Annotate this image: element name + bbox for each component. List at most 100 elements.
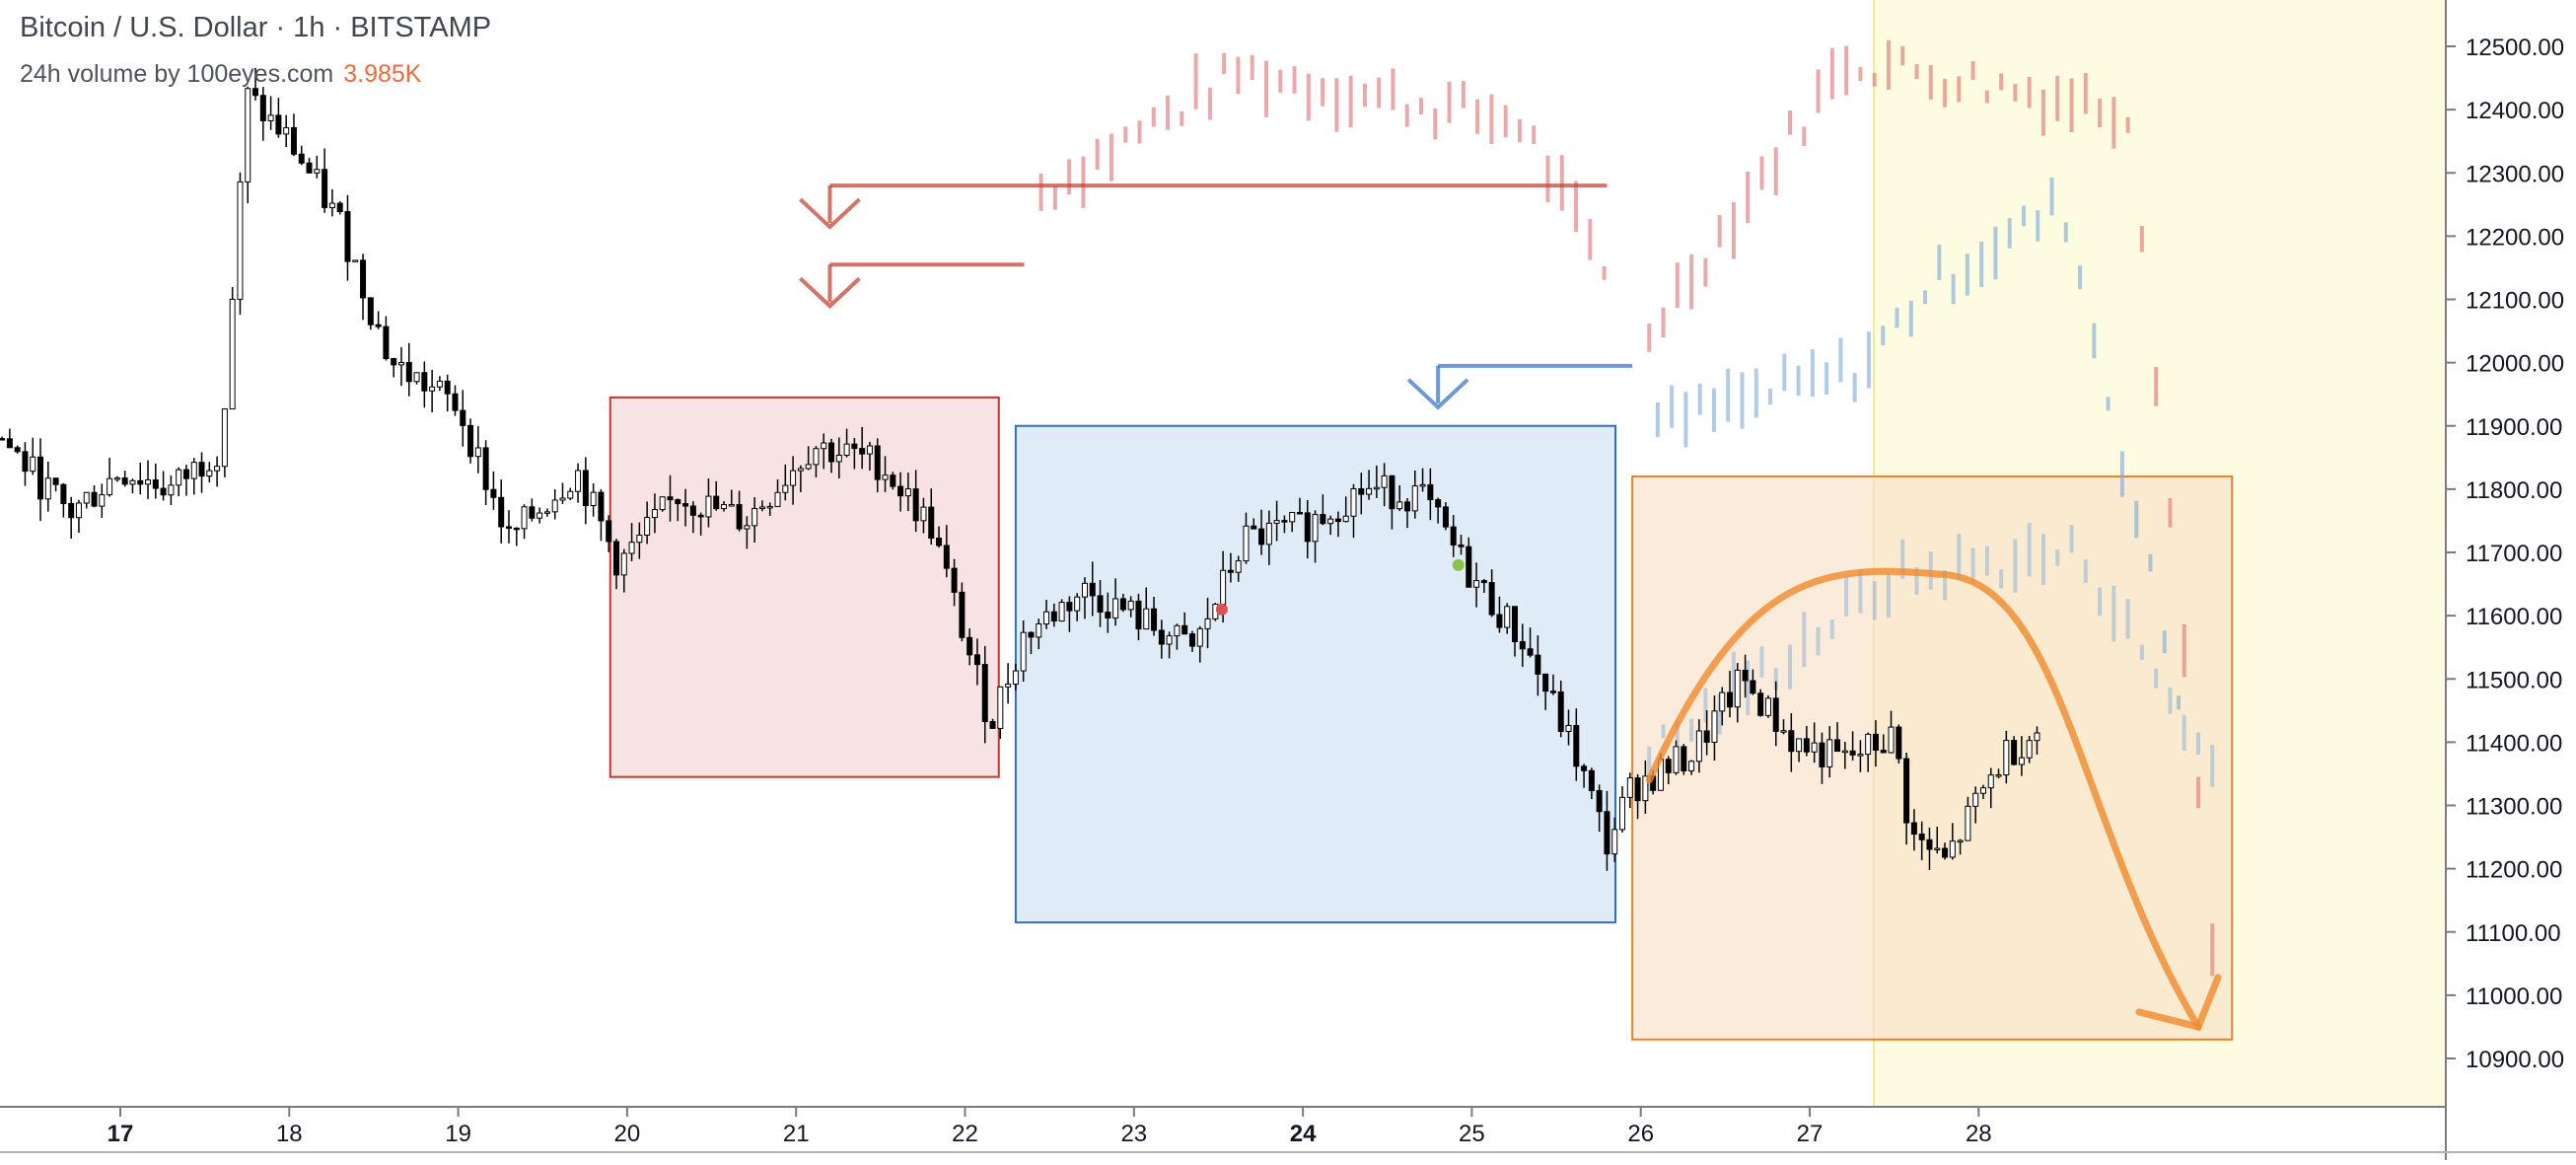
candle-body: [543, 511, 550, 514]
price-tick-label: 11300.00: [2466, 794, 2562, 821]
candle-body: [1488, 582, 1495, 616]
price-tick-label: 11800.00: [2466, 477, 2562, 504]
ghost-blue-bar: [1866, 331, 1871, 389]
candle-body: [1979, 787, 1986, 794]
candle-body: [1772, 697, 1779, 732]
ghost-red-bar: [1588, 219, 1593, 260]
ghost-red-bar: [1207, 87, 1212, 120]
ghost-blue-bar: [1895, 307, 1899, 328]
ghost-overlay-bar: [2111, 585, 2116, 642]
candle-body: [1619, 796, 1626, 831]
candle-body: [866, 445, 873, 455]
candle-body: [1403, 501, 1410, 512]
ghost-overlay-bar: [2125, 599, 2130, 639]
candle-body: [1519, 640, 1526, 650]
candle-body: [682, 503, 689, 507]
candle-body: [590, 491, 597, 506]
ghost-red-bar: [1095, 138, 1100, 171]
candle-body: [113, 477, 120, 480]
candle-body: [44, 477, 51, 500]
ghost-blue-bar: [2162, 630, 2167, 654]
candle-body: [1719, 692, 1726, 712]
ghost-red-bar: [1334, 78, 1339, 132]
candle-body: [2018, 757, 2025, 765]
ghost-blue-bar: [1796, 365, 1801, 397]
candle-body: [1235, 560, 1242, 573]
candle-body: [252, 88, 259, 97]
candle-body: [1703, 730, 1710, 743]
candle-body: [897, 485, 904, 497]
ghost-overlay-bar: [1717, 693, 1722, 735]
ghost-red-bar: [1802, 126, 1807, 147]
candle-body: [259, 95, 266, 121]
ghost-red-bar: [1306, 73, 1311, 121]
candle-body: [322, 169, 328, 208]
candle-body: [537, 512, 543, 519]
ghost-red-bar: [2111, 97, 2116, 149]
ghost-red-bar: [1137, 120, 1142, 144]
candle-body: [30, 456, 36, 473]
time-tick-label: 21: [783, 1121, 810, 1147]
candle-body: [1012, 670, 1019, 686]
price-tick-label: 11600.00: [2466, 604, 2562, 630]
candle-body: [229, 298, 236, 410]
price-tick-label: 11100.00: [2466, 920, 2561, 947]
candle-body: [1304, 512, 1311, 543]
price-tick-label: 12200.00: [2466, 224, 2564, 251]
candle-body: [644, 517, 651, 537]
ghost-blue-bar: [2021, 205, 2026, 227]
candle-body: [474, 447, 481, 458]
time-tick-label: 23: [1120, 1121, 1147, 1147]
candle-body: [1711, 710, 1718, 743]
candle-body: [1473, 580, 1480, 588]
candle-body: [797, 468, 804, 472]
ghost-blue-bar: [1908, 300, 1913, 337]
candle-body: [1972, 792, 1979, 807]
candle-body: [529, 506, 536, 519]
candle-body: [1143, 608, 1150, 630]
candle-body: [490, 488, 497, 498]
candle-body: [1796, 738, 1803, 753]
candle-body: [37, 456, 44, 500]
ghost-red-bar: [1081, 156, 1086, 208]
candle-body: [1504, 606, 1511, 628]
ghost-blue-bar: [2007, 218, 2012, 249]
candle-body: [1688, 761, 1695, 771]
ghost-blue-bar: [2078, 265, 2083, 290]
ghost-overlay-bar: [1675, 720, 1680, 746]
ghost-red-bar: [2069, 78, 2074, 133]
candle-body: [805, 464, 812, 470]
candle-body: [1396, 501, 1403, 510]
ghost-overlay-bar: [1900, 539, 1905, 579]
candle-body: [1841, 750, 1848, 754]
volume-indicator[interactable]: 24h volume by 100eyes.com 3.985K: [20, 62, 491, 87]
candle-body: [1334, 518, 1341, 523]
candle-body: [1296, 511, 1303, 515]
symbol-title[interactable]: Bitcoin / U.S. Dollar · 1h · BITSTAMP: [20, 12, 492, 43]
ghost-overlay-bar: [1914, 566, 1919, 595]
candle-body: [790, 470, 797, 486]
candle-body: [1757, 692, 1764, 716]
candle-body: [667, 496, 674, 501]
ghost-red-bar: [1545, 155, 1550, 203]
candle-body: [598, 491, 605, 522]
candle-body: [1750, 680, 1756, 694]
candle-body: [60, 483, 67, 504]
candle-body: [782, 484, 789, 493]
time-tick-label: 28: [1966, 1121, 1992, 1147]
candle-body: [1105, 612, 1111, 619]
red-marker-dot: [1215, 603, 1228, 616]
candle-body: [1127, 600, 1134, 611]
candle-body: [1834, 739, 1841, 753]
ghost-blue-bar: [1740, 372, 1745, 429]
ghost-blue-bar: [2134, 500, 2139, 539]
ghost-red-bar: [1829, 47, 1834, 100]
ghost-blue-bar: [2119, 451, 2124, 497]
candle-body: [751, 508, 758, 527]
candle-body: [567, 490, 574, 499]
ghost-red-bar: [1362, 83, 1367, 108]
candle-body: [1734, 669, 1741, 708]
ghost-overlay-bar: [1802, 612, 1807, 668]
